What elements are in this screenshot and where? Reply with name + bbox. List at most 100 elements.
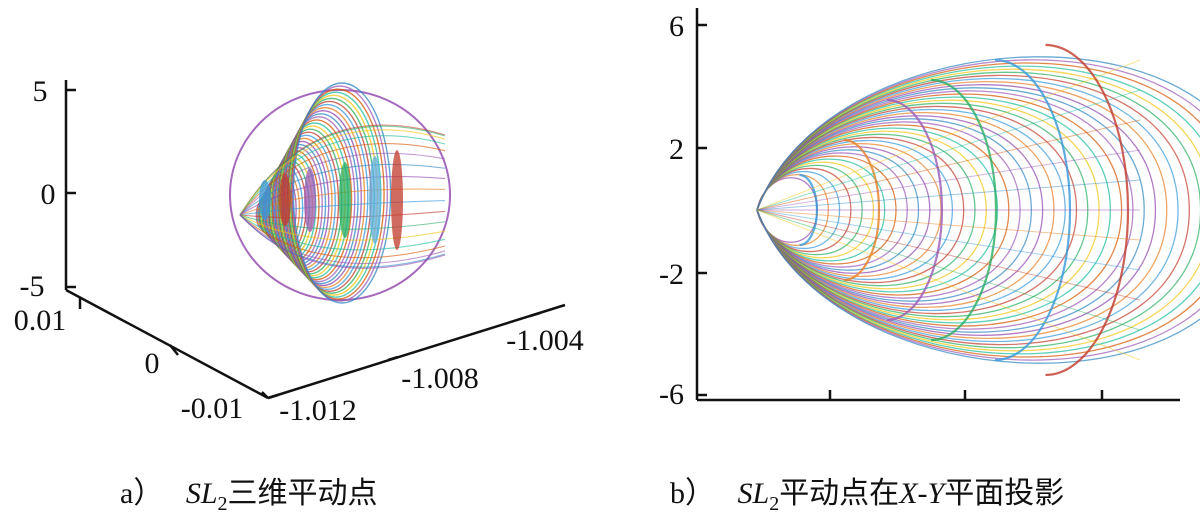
orbit bbox=[756, 96, 1111, 324]
caption-b-symbol: SL bbox=[737, 477, 770, 510]
orbit-ring bbox=[886, 98, 944, 322]
orbit-band bbox=[279, 174, 291, 226]
orbit-meridian bbox=[239, 214, 446, 241]
orbit-band bbox=[339, 162, 351, 238]
orbit-meridian bbox=[239, 214, 446, 259]
y-tick-label: 6 bbox=[669, 10, 684, 43]
orbit bbox=[756, 118, 1033, 302]
orbit-ray bbox=[756, 179, 1141, 211]
caption-a-subscript: 2 bbox=[217, 493, 228, 515]
orbit-meridian bbox=[239, 199, 446, 216]
orbit-band bbox=[304, 168, 316, 232]
x-tick bbox=[529, 311, 541, 318]
orbit bbox=[756, 139, 954, 281]
orbit-ray bbox=[756, 59, 1141, 211]
y-tick-label: 0.01 bbox=[14, 304, 67, 337]
caption-b-text1: 平动点在 bbox=[779, 477, 900, 510]
orbit bbox=[756, 133, 976, 287]
orbit bbox=[756, 90, 1134, 330]
orbit bbox=[756, 136, 965, 284]
chart-b: 6 2 -2 -6 bbox=[659, 8, 1200, 411]
orbit bbox=[756, 99, 1100, 321]
orbit-meridian bbox=[239, 135, 446, 216]
orbit bbox=[756, 170, 841, 250]
caption-a-prefix: a） bbox=[120, 477, 164, 510]
y-tick-label: 0 bbox=[145, 347, 160, 380]
orbit bbox=[756, 167, 852, 253]
y-tick-label: -2 bbox=[659, 258, 684, 291]
caption-a-text: 三维平动点 bbox=[227, 477, 378, 510]
orbit bbox=[756, 68, 1200, 352]
orbit bbox=[756, 84, 1157, 336]
orbit bbox=[756, 108, 1066, 312]
orbit bbox=[756, 105, 1078, 315]
orbit bbox=[756, 149, 920, 271]
caption-b: b） SL2平动点在X-Y平面投影 bbox=[670, 468, 1064, 516]
y-tick-label: -0.01 bbox=[181, 392, 244, 425]
x-tick bbox=[267, 393, 279, 400]
z-tick-label: 5 bbox=[33, 75, 48, 108]
axes-a bbox=[64, 80, 566, 400]
orbit-meridian bbox=[239, 214, 446, 251]
x-tick-label: -1.004 bbox=[506, 324, 584, 357]
x-tick-label: -1.012 bbox=[279, 394, 357, 427]
caption-a: a） SL2三维平动点 bbox=[120, 468, 378, 516]
orbit-ring bbox=[930, 78, 998, 342]
orbit-ray bbox=[756, 209, 1141, 271]
orbit-band bbox=[391, 150, 403, 250]
orbit-meridian bbox=[239, 125, 446, 216]
caption-b-text2: 平面投影 bbox=[944, 477, 1065, 510]
y-tick-label: -6 bbox=[659, 378, 684, 411]
orbit bbox=[756, 71, 1200, 349]
orbit-ring bbox=[994, 58, 1072, 362]
orbit-ray bbox=[756, 149, 1141, 211]
orbit bbox=[292, 82, 392, 304]
orbit-ray bbox=[756, 209, 1141, 301]
orbit bbox=[756, 62, 1200, 358]
orbit-meridian bbox=[239, 129, 446, 216]
orbit bbox=[756, 164, 863, 256]
orbit-meridian bbox=[239, 210, 446, 219]
orbit bbox=[756, 93, 1123, 327]
z-tick-label: -5 bbox=[20, 270, 45, 303]
z-tick-label: 0 bbox=[41, 178, 56, 211]
orbit bbox=[756, 112, 1055, 308]
orbit-meridian bbox=[239, 214, 446, 265]
orbit-ray bbox=[756, 209, 1141, 331]
caption-b-dash: - bbox=[917, 477, 928, 510]
orbit bbox=[756, 161, 875, 259]
orbit bbox=[756, 130, 987, 290]
y-axis-line bbox=[65, 288, 269, 400]
orbit bbox=[756, 115, 1044, 305]
orbit bbox=[290, 88, 385, 300]
orbit bbox=[756, 146, 931, 274]
y-tick bbox=[261, 391, 269, 399]
orbits-b bbox=[756, 43, 1200, 377]
orbit bbox=[756, 102, 1089, 318]
orbit-ring bbox=[843, 138, 881, 282]
orbit bbox=[756, 152, 908, 268]
orbit bbox=[756, 59, 1200, 361]
orbit bbox=[756, 74, 1190, 346]
orbit bbox=[756, 158, 886, 262]
x-tick bbox=[387, 355, 399, 362]
caption-b-symbol-x: X bbox=[899, 477, 918, 510]
orbit-ray bbox=[756, 89, 1141, 211]
orbit-ring bbox=[1045, 43, 1130, 377]
orbit bbox=[756, 77, 1179, 343]
orbit bbox=[756, 155, 897, 265]
y-tick bbox=[169, 344, 179, 356]
orbit bbox=[756, 81, 1168, 339]
orbit-band bbox=[259, 180, 271, 220]
orbit-ray bbox=[756, 209, 1141, 241]
caption-b-subscript: 2 bbox=[769, 493, 780, 515]
caption-a-symbol: SL bbox=[185, 477, 218, 510]
orbit-ray bbox=[756, 119, 1141, 211]
orbit bbox=[756, 87, 1145, 333]
orbit bbox=[756, 127, 999, 293]
x-axis-line bbox=[267, 303, 566, 400]
chart-a: 5 0 -5 0.01 0 -0.01 -1.012 -1.008 -1.004 bbox=[14, 75, 584, 427]
y-tick-label: 2 bbox=[669, 133, 684, 166]
x-tick-label: -1.008 bbox=[401, 362, 479, 395]
caption-b-prefix: b） bbox=[670, 477, 715, 510]
